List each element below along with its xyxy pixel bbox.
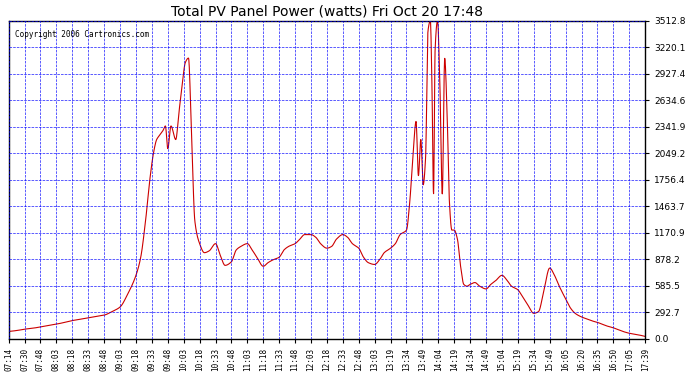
Text: Copyright 2006 Cartronics.com: Copyright 2006 Cartronics.com (15, 30, 149, 39)
Title: Total PV Panel Power (watts) Fri Oct 20 17:48: Total PV Panel Power (watts) Fri Oct 20 … (171, 4, 483, 18)
